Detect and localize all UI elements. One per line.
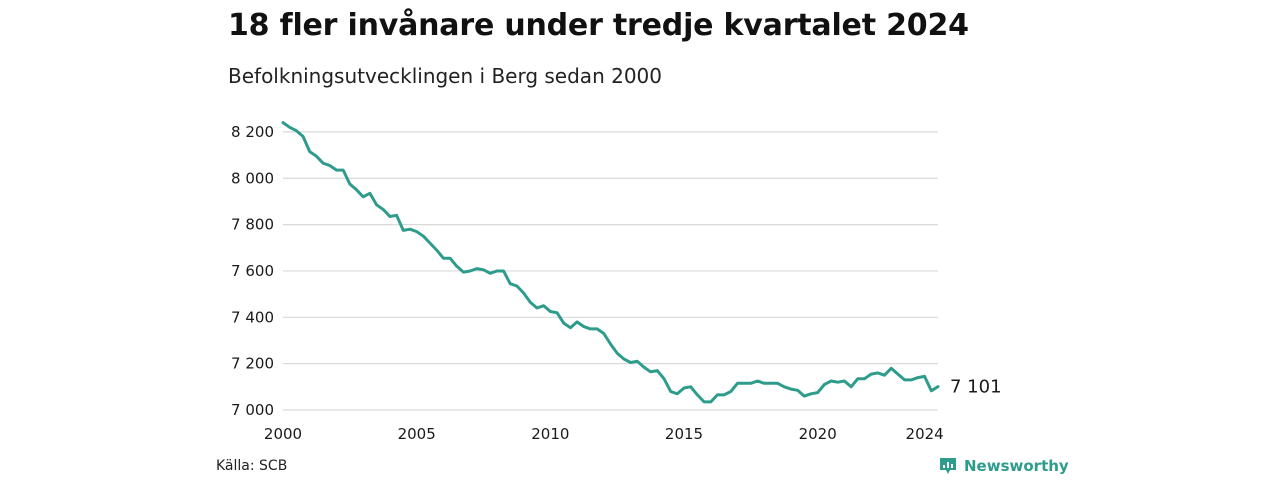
x-tick-label: 2005 bbox=[398, 425, 436, 443]
y-tick-label: 7 000 bbox=[231, 401, 274, 419]
x-tick-label: 2015 bbox=[665, 425, 703, 443]
brand-name: Newsworthy bbox=[964, 457, 1069, 475]
brand-logo: Newsworthy bbox=[938, 456, 1069, 476]
source-note: Källa: SCB bbox=[216, 458, 288, 474]
x-tick-label: 2000 bbox=[264, 425, 302, 443]
x-axis-ticks: 2000 2005 2010 2015 2020 2024 bbox=[264, 425, 944, 443]
x-tick-label: 2024 bbox=[906, 425, 944, 443]
x-tick-label: 2010 bbox=[531, 425, 569, 443]
y-tick-label: 8 000 bbox=[231, 169, 274, 187]
chart-subtitle: Befolkningsutvecklingen i Berg sedan 200… bbox=[228, 64, 662, 88]
grid-lines bbox=[283, 131, 938, 411]
series-group: 7 101 bbox=[281, 121, 1002, 404]
y-tick-label: 8 200 bbox=[231, 123, 274, 141]
y-axis-ticks: 7 000 7 200 7 400 7 600 7 800 8 000 8 200 bbox=[231, 123, 274, 419]
y-tick-label: 7 200 bbox=[231, 355, 274, 373]
y-tick-label: 7 400 bbox=[231, 308, 274, 326]
x-tick-label: 2020 bbox=[799, 425, 837, 443]
end-value-label: 7 101 bbox=[950, 377, 1002, 398]
newsworthy-logo-icon bbox=[940, 458, 956, 474]
series-line bbox=[281, 121, 940, 404]
y-tick-label: 7 600 bbox=[231, 262, 274, 280]
chart-title: 18 fler invånare under tredje kvartalet … bbox=[228, 8, 969, 43]
y-tick-label: 7 800 bbox=[231, 216, 274, 234]
